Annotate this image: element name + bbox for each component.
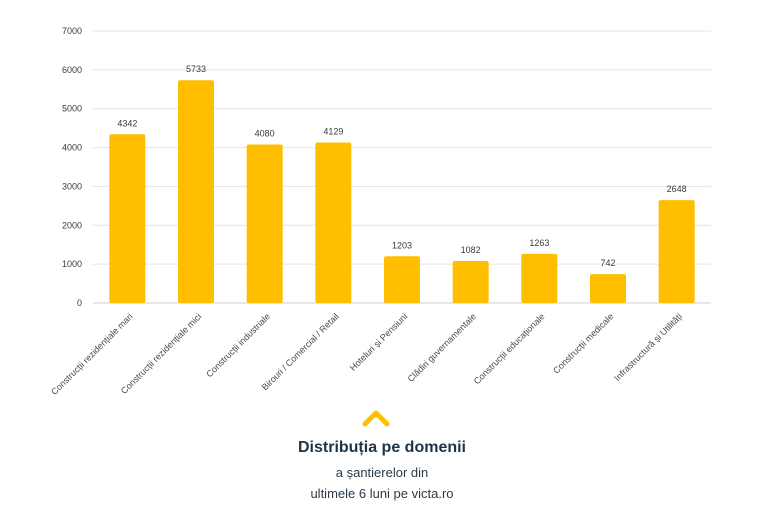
y-tick-label: 5000 bbox=[62, 104, 82, 114]
bar bbox=[384, 256, 420, 303]
x-category-label: Birouri / Comercial / Retail bbox=[260, 311, 341, 392]
x-category-label: Construcții rezidențiale mari bbox=[49, 311, 135, 397]
caption-subtitle-line-1: a șantierelor din bbox=[335, 465, 429, 480]
data-label: 1082 bbox=[461, 245, 481, 255]
y-tick-label: 2000 bbox=[62, 220, 82, 230]
caption-subtitle-line-2: ultimele 6 luni pe victa.ro bbox=[310, 486, 454, 501]
x-category-label: Clădiri guvernamentale bbox=[406, 311, 479, 384]
data-label: 1263 bbox=[529, 238, 549, 248]
y-tick-label: 1000 bbox=[62, 259, 82, 269]
x-category-label: Construcții industriale bbox=[204, 311, 272, 379]
chevron-up-icon bbox=[362, 410, 390, 427]
x-category-label: Construcții rezidențiale mici bbox=[119, 311, 204, 396]
bar bbox=[521, 253, 558, 303]
bar bbox=[658, 200, 695, 303]
x-category-label: Infrastructură și Utilități bbox=[612, 311, 684, 383]
data-label: 2648 bbox=[667, 184, 687, 194]
data-label: 4080 bbox=[255, 128, 275, 138]
data-labels: 4342 5733 4080 4129 1203 1082 1263 742 2648 bbox=[117, 64, 686, 268]
y-tick-label: 0 bbox=[77, 298, 82, 308]
data-label: 1203 bbox=[392, 240, 412, 250]
bars bbox=[109, 80, 695, 304]
data-label: 4129 bbox=[323, 127, 343, 137]
y-tick-label: 3000 bbox=[62, 181, 82, 191]
x-category-label: Hoteluri și Pensiuni bbox=[348, 311, 410, 373]
bar bbox=[452, 260, 489, 303]
bar bbox=[178, 80, 214, 304]
y-axis-ticks: 0 1000 2000 3000 4000 5000 6000 7000 bbox=[62, 26, 82, 308]
y-tick-label: 7000 bbox=[62, 26, 82, 36]
bar bbox=[590, 274, 626, 303]
data-label: 742 bbox=[600, 258, 615, 268]
x-category-label: Construcții medicale bbox=[551, 311, 615, 375]
x-axis-labels: Construcții rezidențiale mariConstrucții… bbox=[49, 311, 684, 397]
bar bbox=[315, 142, 352, 303]
x-category-label: Construcții educaționale bbox=[472, 311, 547, 386]
y-tick-label: 4000 bbox=[62, 143, 82, 153]
bar bbox=[246, 144, 283, 303]
data-label: 4342 bbox=[117, 118, 137, 128]
bar bbox=[109, 134, 146, 303]
data-label: 5733 bbox=[186, 64, 206, 74]
caption-title: Distribuția pe domenii bbox=[297, 439, 466, 456]
y-tick-label: 6000 bbox=[62, 65, 82, 75]
